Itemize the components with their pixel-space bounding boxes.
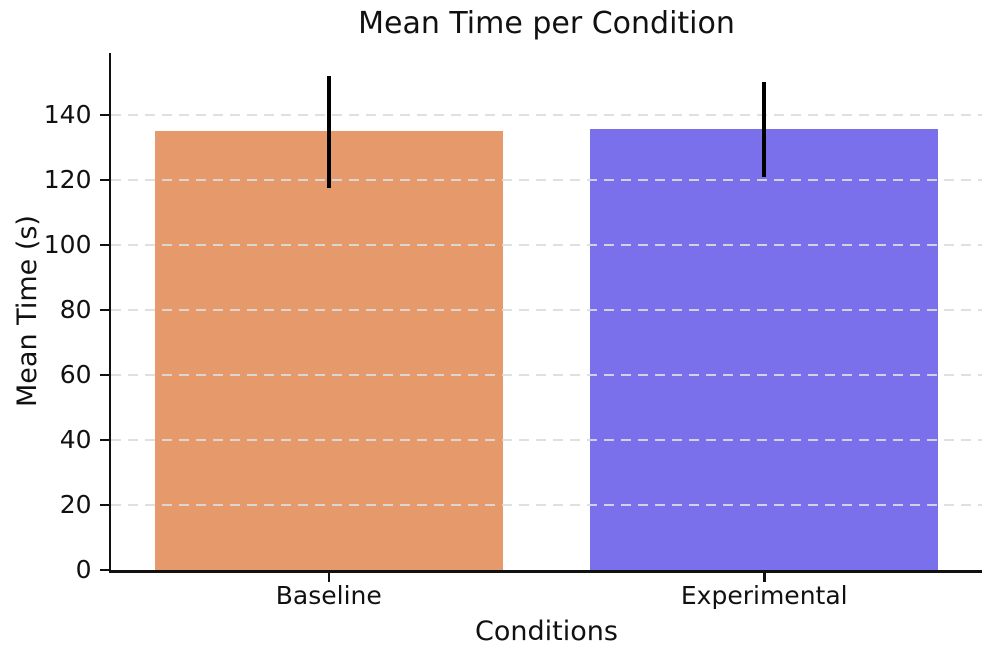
gridline-y-80 [111,308,982,311]
gridline-y-40 [111,438,982,441]
y-tick-mark-120 [99,178,109,182]
gridline-y-120 [111,178,982,181]
x-tick-mark-baseline [327,572,330,582]
error-bar-baseline [326,75,331,188]
x-axis-spine [108,570,982,573]
gridline-y-140 [111,113,982,116]
bar-baseline [154,131,503,570]
y-tick-label-0: 0 [75,555,92,584]
x-axis-label: Conditions [475,616,618,647]
y-tick-label-120: 120 [43,164,92,194]
y-axis-spine [108,53,111,572]
gridline-y-60 [111,373,982,376]
y-tick-label-80: 80 [59,294,92,324]
gridline-y-100 [111,243,982,246]
y-tick-mark-80 [99,308,109,312]
y-tick-label-40: 40 [59,424,92,454]
y-tick-mark-140 [99,113,109,117]
error-bar-experimental [762,82,767,177]
y-tick-mark-40 [99,438,109,442]
chart-title: Mean Time per Condition [358,6,735,41]
gridline-y-20 [111,503,982,506]
plot-area [108,53,982,573]
y-tick-label-60: 60 [59,359,92,389]
y-tick-label-100: 100 [43,229,92,259]
y-tick-mark-60 [99,373,109,377]
y-tick-mark-20 [99,503,109,507]
y-tick-mark-100 [99,243,109,247]
y-tick-label-140: 140 [43,99,92,129]
x-tick-label-baseline: Baseline [275,581,382,610]
x-tick-label-experimental: Experimental [680,581,848,610]
y-tick-label-20: 20 [59,489,92,519]
x-tick-mark-experimental [763,572,766,582]
y-tick-mark-0 [99,568,109,572]
bar-experimental [590,129,939,570]
